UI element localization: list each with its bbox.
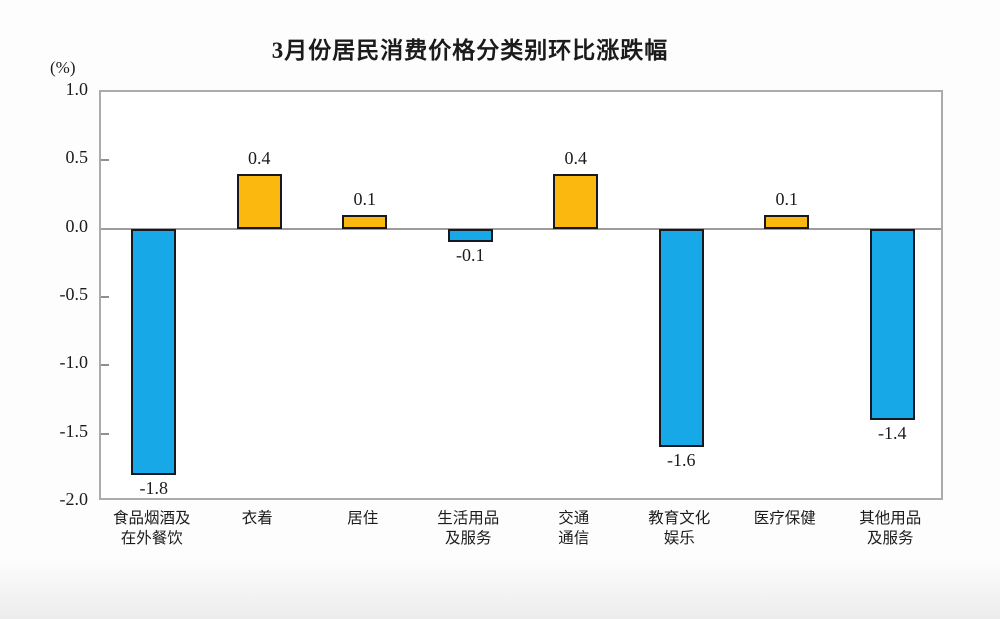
bar xyxy=(342,215,388,229)
plot-area: -1.8 0.4 0.1 -0.1 0.4 -1.6 0.1 -1.4 xyxy=(99,90,943,500)
bar xyxy=(553,174,599,229)
x-category-label-line: 通信 xyxy=(558,530,590,547)
y-tick-label: -2.0 xyxy=(59,489,89,509)
x-category-label: 生活用品 及服务 xyxy=(406,509,530,549)
bar-value-label: 0.4 xyxy=(248,148,271,168)
y-tick-mark xyxy=(101,159,109,162)
bar-value-label: 0.1 xyxy=(353,189,377,209)
y-tick-label: 0.5 xyxy=(65,147,89,168)
x-category-label-line: 及服务 xyxy=(444,530,492,547)
x-category-label-line: 衣着 xyxy=(241,510,273,527)
x-category-label-line: 居住 xyxy=(347,510,379,527)
bar xyxy=(131,228,177,475)
bar-value-label: 0.1 xyxy=(775,189,799,209)
x-category-label-line: 在外餐饮 xyxy=(120,530,183,547)
x-category-label: 其他用品 及服务 xyxy=(828,509,952,549)
x-category-label: 食品烟酒及 在外餐饮 xyxy=(90,509,214,549)
bar-value-label: -1.4 xyxy=(878,423,907,443)
x-category-label: 交通 通信 xyxy=(512,509,636,549)
y-tick-label: -0.5 xyxy=(59,284,89,304)
y-tick-mark xyxy=(101,296,109,298)
x-category-label: 教育文化 娱乐 xyxy=(617,509,741,549)
x-category-label: 医疗保健 xyxy=(723,509,847,529)
zero-axis-line xyxy=(101,227,941,230)
x-category-label: 衣着 xyxy=(195,509,319,529)
bar-value-label: 0.4 xyxy=(564,148,588,168)
y-tick-mark xyxy=(101,432,109,435)
y-axis-unit-label: (%) xyxy=(50,58,76,77)
x-category-label-line: 其他用品 xyxy=(859,510,922,527)
x-category-label-line: 教育文化 xyxy=(648,510,711,527)
x-category-label-line: 及服务 xyxy=(866,530,914,547)
y-tick-label: 0.0 xyxy=(65,215,89,236)
x-category-label-line: 交通 xyxy=(558,510,590,527)
bar xyxy=(236,174,282,229)
y-tick-label: 1.0 xyxy=(65,79,89,99)
bar xyxy=(658,228,704,448)
bar xyxy=(764,215,810,229)
x-category-label-line: 生活用品 xyxy=(437,510,500,527)
bar-value-label: -1.8 xyxy=(139,477,169,498)
bar-value-label: -1.6 xyxy=(667,450,696,471)
y-tick-label: -1.5 xyxy=(59,420,89,441)
y-tick-mark xyxy=(101,364,109,367)
x-category-label: 居住 xyxy=(301,509,425,529)
x-category-label-line: 医疗保健 xyxy=(753,510,816,527)
chart-title: 3月份居民消费价格分类别环比涨跌幅 xyxy=(271,38,669,63)
bar-value-label: -0.1 xyxy=(456,245,485,266)
x-category-label-line: 食品烟酒及 xyxy=(112,510,191,527)
y-tick-label: -1.0 xyxy=(59,352,89,373)
bar xyxy=(447,228,493,243)
x-category-label-line: 娱乐 xyxy=(663,530,695,547)
bar xyxy=(869,228,915,420)
